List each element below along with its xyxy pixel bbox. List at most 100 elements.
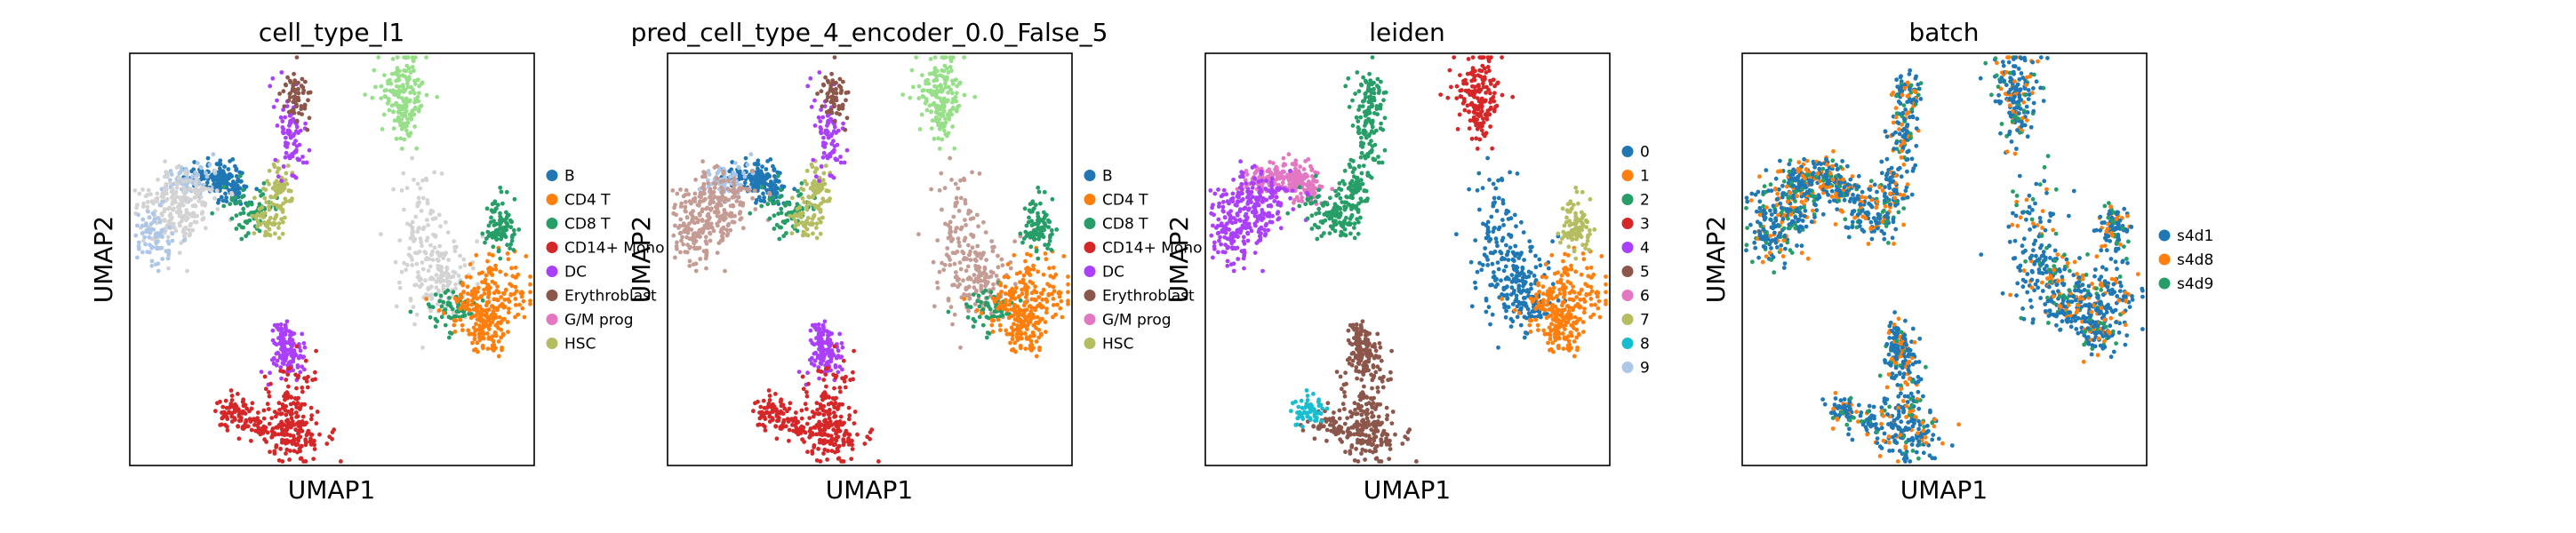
scatter-point (179, 201, 184, 206)
scatter-point (723, 196, 728, 201)
scatter-point (494, 289, 500, 293)
scatter-point (1293, 173, 1298, 179)
scatter-point (996, 253, 1000, 259)
scatter-point (405, 116, 410, 122)
scatter-point (412, 239, 416, 243)
scatter-point (402, 207, 406, 212)
scatter-point (790, 195, 795, 201)
scatter-point (820, 391, 826, 396)
scatter-point (1022, 285, 1028, 290)
scatter-point (283, 178, 288, 183)
scatter-point (135, 255, 140, 260)
scatter-point (441, 256, 446, 260)
scatter-point (1052, 289, 1057, 294)
scatter-point (166, 248, 172, 253)
scatter-point (404, 123, 409, 129)
scatter-point (302, 345, 308, 350)
scatter-point (820, 341, 825, 346)
scatter-point (196, 189, 202, 195)
scatter-point (192, 219, 197, 225)
scatter-point (493, 333, 499, 338)
scatter-point (939, 171, 944, 176)
scatter-point (492, 297, 497, 302)
scatter-point (716, 223, 720, 228)
scatter-point (470, 298, 475, 304)
scatter-point (772, 183, 778, 188)
scatter-point (236, 412, 242, 418)
scatter-point (738, 171, 742, 175)
scatter-point (1026, 337, 1031, 341)
scatter-point (136, 212, 141, 218)
scatter-point (396, 93, 401, 99)
scatter-point (263, 386, 268, 392)
scatter-point (307, 147, 312, 153)
scatter-point (372, 68, 377, 73)
scatter-point (979, 299, 984, 305)
scatter-point (399, 111, 404, 116)
scatter-point (1236, 199, 1241, 204)
scatter-point (281, 219, 285, 225)
scatter-point (312, 447, 317, 451)
scatter-point (288, 95, 292, 99)
scatter-point (428, 276, 433, 282)
scatter-point (430, 305, 436, 310)
scatter-point (939, 99, 944, 104)
scatter-point (292, 81, 297, 86)
scatter-point (447, 280, 452, 284)
scatter-point (291, 440, 296, 445)
scatter-point (156, 234, 162, 239)
scatter-point (950, 322, 955, 327)
legend-marker (546, 266, 558, 277)
scatter-point (486, 269, 492, 274)
scatter-point (287, 123, 292, 128)
scatter-point (1247, 206, 1252, 211)
scatter-point (213, 409, 218, 414)
scatter-point (868, 436, 872, 442)
scatter-point (155, 191, 160, 196)
scatter-point (1020, 322, 1024, 327)
scatter-point (948, 219, 953, 225)
scatter-point (516, 312, 521, 317)
scatter-point (998, 314, 1004, 319)
scatter-point (916, 232, 921, 237)
scatter-point (492, 306, 497, 310)
scatter-point (424, 55, 428, 60)
scatter-point (695, 203, 700, 208)
scatter-point (486, 266, 491, 271)
scatter-point (833, 375, 838, 380)
scatter-point (267, 394, 272, 399)
scatter-point (1009, 307, 1014, 312)
scatter-point (948, 59, 954, 64)
scatter-point (802, 200, 807, 205)
scatter-point (196, 199, 202, 203)
scatter-point (528, 290, 532, 295)
scatter-point (720, 195, 725, 200)
scatter-point (1012, 239, 1017, 244)
scatter-point (711, 200, 716, 205)
scatter-point (1316, 194, 1321, 199)
x-axis-label: UMAP1 (288, 475, 376, 505)
scatter-point (790, 423, 795, 427)
scatter-point (278, 340, 283, 346)
scatter-point (934, 106, 940, 111)
scatter-point (288, 135, 293, 140)
scatter-point (689, 227, 694, 232)
scatter-point (1038, 233, 1044, 238)
scatter-point (148, 192, 154, 197)
scatter-point (1005, 262, 1011, 266)
scatter-point (293, 427, 299, 433)
scatter-point (231, 180, 236, 186)
scatter-point (236, 190, 242, 195)
legend-marker (546, 314, 558, 325)
scatter-point (182, 195, 188, 200)
scatter-point (256, 426, 261, 431)
scatter-point (678, 250, 683, 255)
scatter-point (759, 414, 764, 418)
scatter-point (229, 190, 234, 195)
scatter-point (425, 218, 429, 223)
scatter-point (405, 84, 411, 90)
scatter-point (929, 187, 933, 192)
scatter-point (291, 359, 296, 364)
scatter-point (675, 191, 680, 196)
scatter-point (423, 278, 428, 283)
